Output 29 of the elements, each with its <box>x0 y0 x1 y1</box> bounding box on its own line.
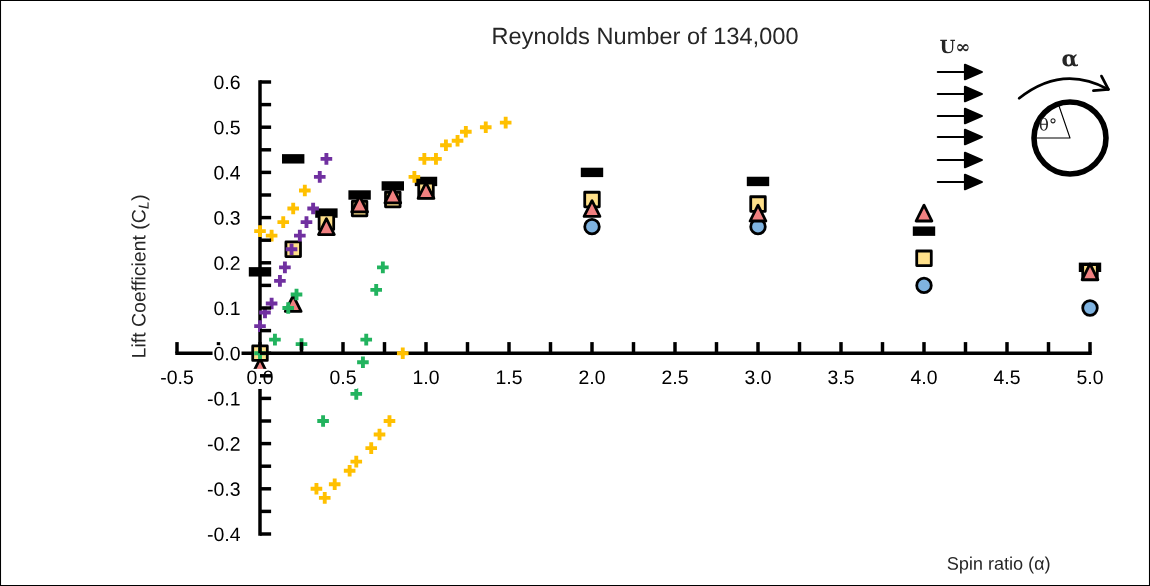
y-tick-label: -0.2 <box>207 437 240 451</box>
x-tick-label: 0.0 <box>247 370 273 385</box>
x-tick-label: 0.5 <box>330 370 356 385</box>
y-tick-label: -0.1 <box>207 391 240 406</box>
y-tick-label: 0.1 <box>214 301 240 316</box>
x-tick-label: 3.0 <box>745 370 771 385</box>
chart-title: Reynolds Number of 134,000 <box>493 27 798 49</box>
y-tick-label: -0.3 <box>207 482 240 497</box>
y-tick-label: 0.4 <box>214 165 240 180</box>
x-tick-label: 2.5 <box>662 370 688 385</box>
y-tick-label: 0.5 <box>214 120 240 135</box>
y-tick-label: 0.3 <box>214 211 240 225</box>
y-tick-label: 0.2 <box>214 256 240 271</box>
x-tick-label: 1.5 <box>496 370 522 385</box>
x-tick-label: 2.0 <box>579 370 605 385</box>
y-tick-label: -0.4 <box>207 527 240 542</box>
annotation: θ° <box>1039 117 1056 131</box>
text: α <box>1062 54 1079 67</box>
x-tick-label: 4.0 <box>910 370 937 385</box>
x-tick-label: 4.5 <box>993 370 1020 385</box>
y-axis-title: Lift Coefficient (C$_{L}$) <box>131 195 150 357</box>
y-tick-label: 0.6 <box>214 75 240 90</box>
text: U∞ <box>940 39 969 54</box>
y-tick-label: 0.0 <box>214 346 240 361</box>
x-tick-label: 1.0 <box>413 370 439 385</box>
x-axis-title: Spin ratio (α) <box>947 556 1050 574</box>
x-tick-label: -0.5 <box>161 370 193 385</box>
x-tick-label: 3.5 <box>828 370 854 385</box>
x-tick-label: 5.0 <box>1077 370 1103 385</box>
